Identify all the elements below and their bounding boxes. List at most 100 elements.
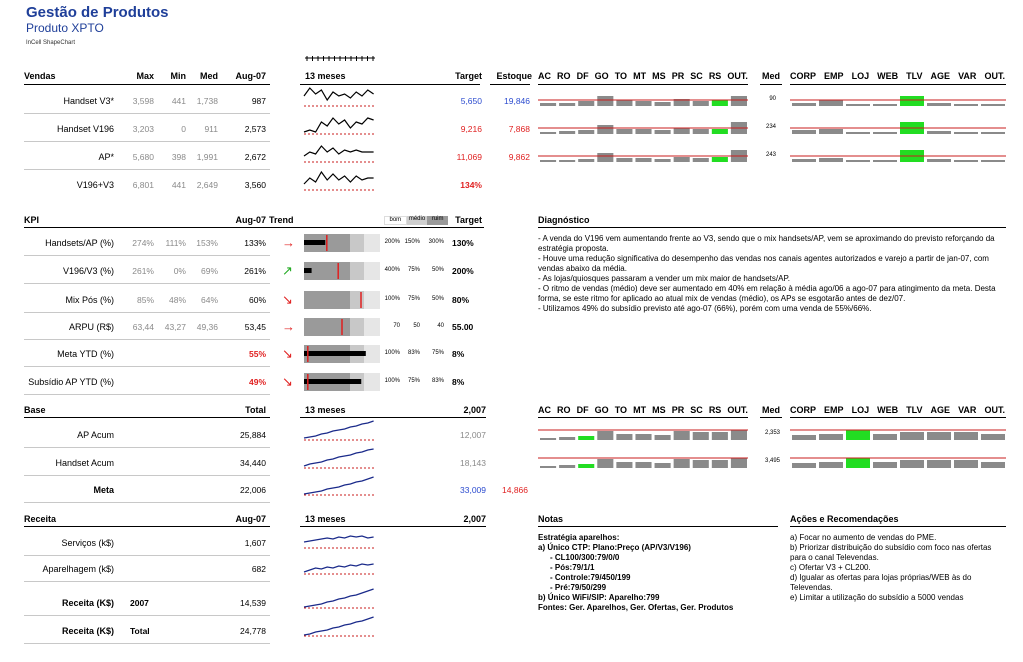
states-bars [538, 122, 748, 134]
kpi-med: 69% [200, 266, 218, 276]
mini-bar [578, 130, 595, 134]
base-label: AP Acum [77, 430, 114, 440]
kpi-bullet-chart [304, 262, 380, 280]
row-target: 11,069 [456, 152, 482, 162]
kpi-col-month: Aug-07 [235, 215, 266, 225]
row-target: 9,216 [460, 124, 482, 134]
base-sparkline [303, 448, 376, 469]
mini-bar [578, 464, 595, 468]
mini-bar [673, 157, 690, 162]
threshold-1: 400% [384, 267, 400, 273]
row-estoque: 7,868 [508, 124, 530, 134]
header-cell: AGE [930, 71, 951, 81]
channels-bars [790, 150, 1006, 162]
base-col-year: 2,007 [463, 405, 486, 415]
base-year: 12,007 [460, 430, 486, 440]
receita-sparkline [303, 616, 376, 637]
acoes-text: a) Focar no aumento de vendas do PME. b) … [790, 533, 1000, 603]
receita-header: Receita [24, 514, 57, 524]
channels-bars [790, 96, 1006, 106]
col-min: Min [170, 71, 187, 81]
threshold-2: 75% [407, 296, 420, 302]
header-cell: EMP [824, 405, 844, 415]
header-cell: GO [594, 71, 609, 81]
mini-bar [692, 129, 709, 134]
col-13-meses: 13 meses [305, 71, 346, 81]
mini-bar [873, 160, 897, 162]
mini-bar [981, 132, 1005, 134]
kpi-month: 49% [248, 377, 266, 387]
diagnostico-line: - A venda do V196 vem aumentando frente … [538, 234, 995, 253]
mini-bar [954, 160, 978, 162]
mini-bar [559, 103, 576, 106]
header-cell: RS [708, 71, 722, 81]
mini-bar [927, 159, 951, 162]
kpi-bullet-chart [304, 234, 380, 252]
receita-label: Serviços (k$) [61, 538, 114, 548]
kpi-label: Handsets/AP (%) [45, 238, 114, 248]
kpi-med: 64% [200, 295, 218, 305]
header-cell: DF [576, 405, 589, 415]
header-cell: VAR [958, 71, 977, 81]
states-header: AC RO DF GO TO MT MS PR SC RS OUT. [538, 71, 748, 83]
credit-text: InCell ShapeChart [26, 40, 76, 46]
mini-bar [792, 103, 816, 106]
legend-medio: médio [406, 216, 428, 225]
mini-bar [540, 466, 557, 468]
receita-col-meses: 13 meses [305, 514, 346, 524]
acoes-line: e) Limitar a utilização do subsídio a 50… [790, 593, 964, 602]
header-cell: RS [708, 405, 722, 415]
threshold-2: 83% [407, 350, 420, 356]
base-year: 18,143 [460, 458, 486, 468]
header-cell: LOJ [851, 71, 870, 81]
threshold-3: 300% [428, 239, 444, 245]
notas-line: - Pré:79/50/299 [550, 583, 607, 592]
header-cell: TO [614, 71, 628, 81]
mini-bar [792, 435, 816, 440]
row-max: 3,598 [132, 96, 154, 106]
mini-bar [846, 104, 870, 106]
mini-bar [873, 462, 897, 468]
base-med2: 3,495 [764, 458, 780, 464]
mini-bar [559, 131, 576, 134]
header-cell: OUT. [984, 71, 1005, 81]
diagnostico-line: - Houve uma redução significativa do des… [538, 254, 989, 273]
channels-header: CORP EMP LOJ WEB TLV AGE VAR OUT. [790, 71, 1005, 83]
legend-bom: bom [384, 216, 407, 225]
header-cell: TLV [906, 71, 923, 81]
row-med: 1,991 [196, 152, 218, 162]
mini-bar [654, 130, 671, 134]
mini-bar [692, 432, 709, 440]
row-med2: 234 [765, 124, 776, 130]
channels-header-2: CORP EMP LOJ WEB TLV AGE VAR OUT. [790, 405, 1005, 417]
mini-bar [559, 465, 576, 468]
header-cell: RO [557, 71, 571, 81]
row-med: 2,649 [196, 180, 218, 190]
trend-arrow-icon: ↗ [282, 263, 293, 278]
kpi-med: 153% [196, 238, 218, 248]
row-min: 0 [181, 124, 186, 134]
header-cell: OUT. [727, 71, 748, 81]
base-col-meses: 13 meses [305, 405, 346, 415]
kpi-target: 8% [452, 349, 465, 359]
receita-col-month: Aug-07 [235, 514, 266, 524]
threshold-3: 50% [431, 296, 444, 302]
receita-label: Aparelhagem (k$) [42, 564, 114, 574]
receita-value: 1,607 [244, 538, 266, 548]
mini-bar [730, 458, 747, 468]
receita-sparkline [303, 535, 376, 549]
header-cell: PR [671, 71, 685, 81]
mini-bar [578, 101, 595, 106]
mini-bar [597, 459, 614, 468]
row-label: Handset V196 [56, 124, 114, 134]
threshold-2: 50 [413, 323, 420, 329]
mini-bar [673, 431, 690, 440]
header-cell: WEB [877, 71, 899, 81]
row-estoque: 9,862 [508, 152, 530, 162]
diagnostico-line: - O ritmo de vendas (médio) deve ser aum… [538, 284, 996, 303]
col-month: Aug-07 [235, 71, 266, 81]
base-label: Handset Acum [55, 458, 114, 468]
row-min: 441 [171, 96, 186, 106]
bullet-range [304, 318, 350, 336]
receita-col: 2007 [130, 598, 149, 608]
